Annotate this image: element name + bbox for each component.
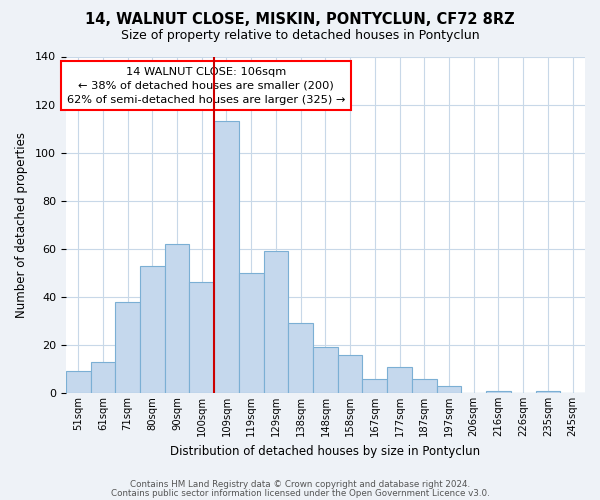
Bar xyxy=(289,324,313,393)
Text: Contains public sector information licensed under the Open Government Licence v3: Contains public sector information licen… xyxy=(110,489,490,498)
Text: 14, WALNUT CLOSE, MISKIN, PONTYCLUN, CF72 8RZ: 14, WALNUT CLOSE, MISKIN, PONTYCLUN, CF7… xyxy=(85,12,515,28)
Bar xyxy=(412,378,437,393)
Bar xyxy=(313,348,338,393)
Bar xyxy=(437,386,461,393)
Bar xyxy=(91,362,115,393)
Bar xyxy=(66,372,91,393)
Bar xyxy=(115,302,140,393)
Text: Contains HM Land Registry data © Crown copyright and database right 2024.: Contains HM Land Registry data © Crown c… xyxy=(130,480,470,489)
Bar xyxy=(164,244,190,393)
Y-axis label: Number of detached properties: Number of detached properties xyxy=(15,132,28,318)
Bar xyxy=(263,251,289,393)
Bar xyxy=(239,273,263,393)
X-axis label: Distribution of detached houses by size in Pontyclun: Distribution of detached houses by size … xyxy=(170,444,481,458)
Bar xyxy=(214,122,239,393)
Text: Size of property relative to detached houses in Pontyclun: Size of property relative to detached ho… xyxy=(121,29,479,42)
Bar xyxy=(362,378,387,393)
Bar xyxy=(387,366,412,393)
Text: 14 WALNUT CLOSE: 106sqm
← 38% of detached houses are smaller (200)
62% of semi-d: 14 WALNUT CLOSE: 106sqm ← 38% of detache… xyxy=(67,66,345,104)
Bar xyxy=(536,390,560,393)
Bar xyxy=(338,354,362,393)
Bar xyxy=(140,266,164,393)
Bar xyxy=(190,282,214,393)
Bar xyxy=(486,390,511,393)
